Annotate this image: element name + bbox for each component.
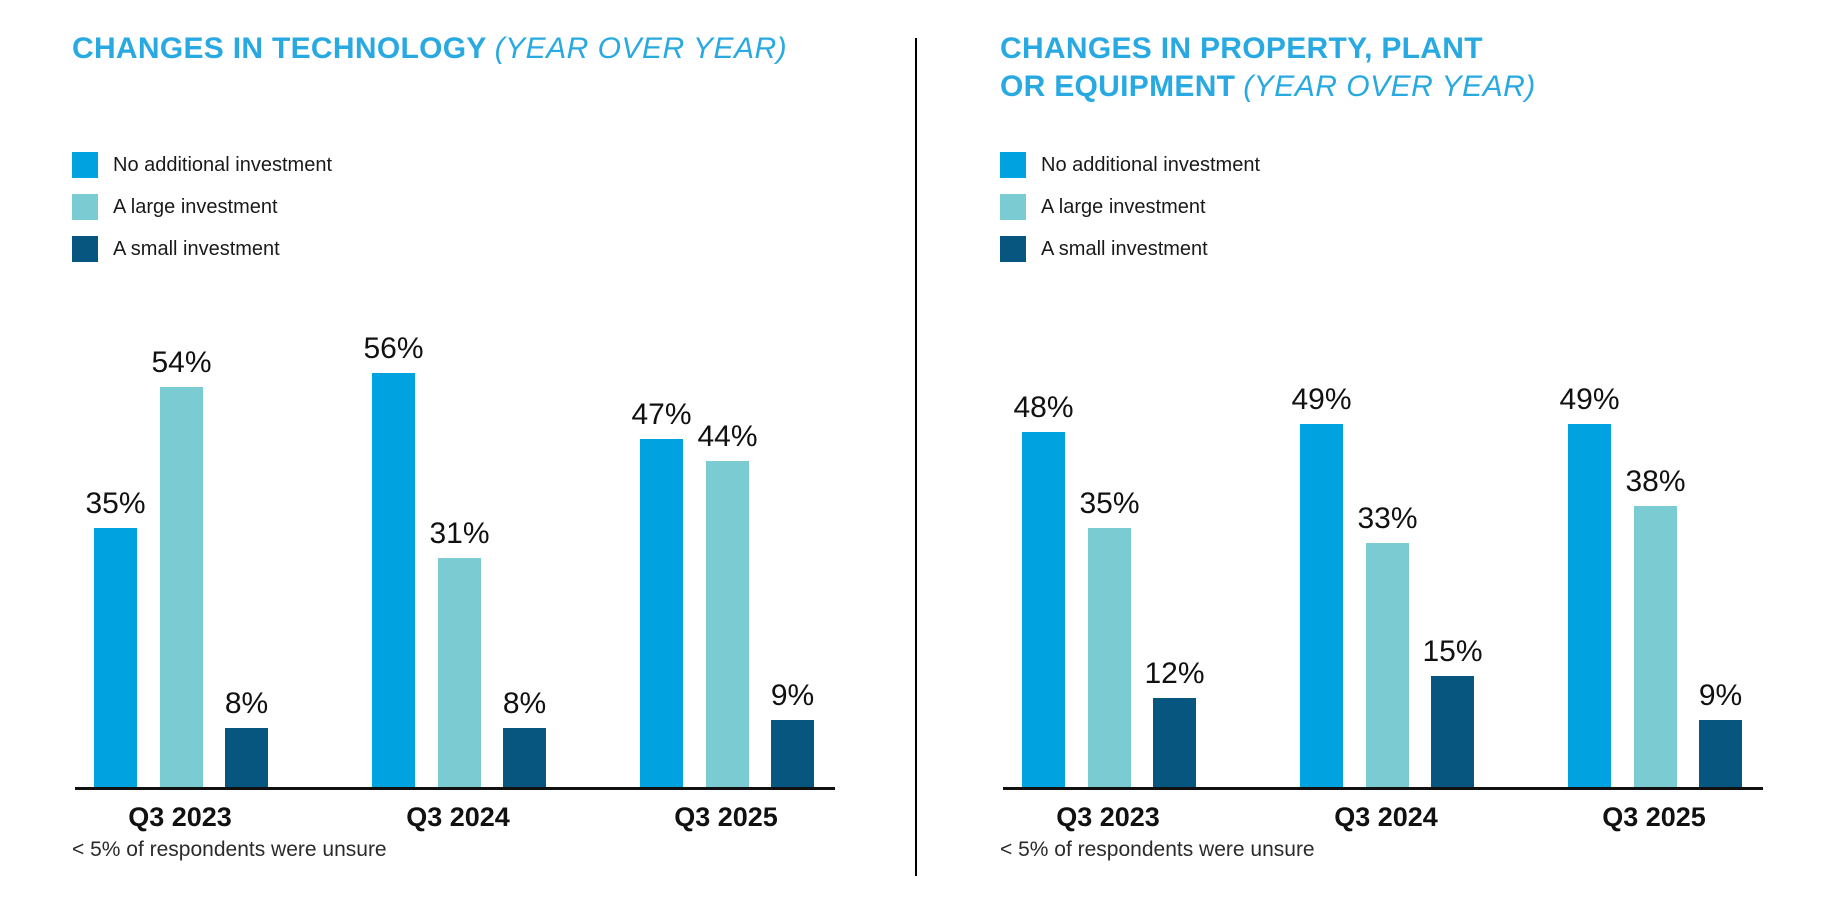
bar-value-label: 48% (1013, 391, 1074, 424)
bar-value-label: 49% (1291, 383, 1352, 416)
chart-footnote: < 5% of respondents were unsure (1000, 838, 1315, 861)
legend: No additional investment A large investm… (1000, 152, 1260, 278)
plot-area-property-plant-equipment: 48% 35% 12% 49% 33% 15% 49% 38% 9% (1000, 290, 1780, 790)
x-axis-line (1003, 787, 1763, 790)
x-tick-label: Q3 2024 (406, 802, 510, 832)
bar-q3-2025-a-small-investment (1699, 720, 1742, 787)
legend-label: A small investment (113, 237, 280, 260)
bar-value-label: 31% (429, 517, 490, 550)
bar-value-label: 49% (1559, 383, 1620, 416)
chart-title-property-plant-equipment: CHANGES IN PROPERTY, PLANT OR EQUIPMENT(… (1000, 30, 1800, 106)
bar-value-label: 8% (224, 687, 269, 720)
legend-item-large-investment: A large investment (72, 194, 332, 220)
bar-value-label: 33% (1357, 502, 1418, 535)
bar-q3-2024-a-small-investment (503, 728, 546, 787)
bar-value-label: 12% (1144, 657, 1205, 690)
chart-title-text: OR EQUIPMENT (1000, 70, 1236, 103)
legend-item-no-additional-investment: No additional investment (72, 152, 332, 178)
bar-value-label: 56% (363, 332, 424, 365)
chart-panel-property-plant-equipment: CHANGES IN PROPERTY, PLANT OR EQUIPMENT(… (1000, 30, 1800, 861)
bar-value-label: 9% (1698, 679, 1743, 712)
legend-swatch-blue (1000, 152, 1026, 178)
bar-q3-2023-a-large-investment (1088, 528, 1131, 787)
bar-value-label: 44% (697, 420, 758, 453)
bar-q3-2023-a-large-investment (160, 387, 203, 787)
bar-q3-2024-no-additional-investment (372, 373, 415, 787)
chart-title-qualifier: (YEAR OVER YEAR) (494, 32, 788, 65)
bar-q3-2024-a-small-investment (1431, 676, 1474, 787)
bar-value-label: 35% (85, 487, 146, 520)
bar-q3-2025-no-additional-investment (640, 439, 683, 787)
bar-q3-2025-a-large-investment (1634, 506, 1677, 787)
x-tick-label: Q3 2023 (1056, 802, 1160, 832)
bar-q3-2024-a-large-investment (1366, 543, 1409, 787)
bar-value-label: 54% (151, 346, 212, 379)
legend-label: No additional investment (113, 153, 333, 176)
legend-swatch-teal (72, 194, 98, 220)
chart-title-qualifier: (YEAR OVER YEAR) (1243, 70, 1536, 103)
legend-swatch-blue (72, 152, 98, 178)
legend-label: A large investment (113, 195, 278, 218)
bar-q3-2023-a-small-investment (225, 728, 268, 787)
plot-area-technology: 35% 54% 8% 56% 31% 8% 47% 44% 9% (72, 290, 852, 790)
chart-title-technology: CHANGES IN TECHNOLOGY (YEAR OVER YEAR) (72, 30, 872, 106)
legend-item-small-investment: A small investment (72, 236, 332, 262)
bar-q3-2023-no-additional-investment (1022, 432, 1065, 787)
legend-swatch-teal (1000, 194, 1026, 220)
bar-value-label: 47% (631, 398, 692, 431)
divider-line (915, 38, 917, 876)
chart-title-line: CHANGES IN TECHNOLOGY (YEAR OVER YEAR) (72, 30, 872, 68)
bar-value-label: 38% (1625, 465, 1686, 498)
chart-title-text: CHANGES IN PROPERTY, PLANT (1000, 32, 1483, 65)
bar-value-label: 9% (770, 679, 815, 712)
legend-swatch-navy (72, 236, 98, 262)
chart-title-line (72, 68, 872, 106)
x-tick-label: Q3 2023 (128, 802, 232, 832)
bar-q3-2023-no-additional-investment (94, 528, 137, 787)
chart-title-line: OR EQUIPMENT (YEAR OVER YEAR) (1000, 68, 1800, 106)
legend-item-large-investment: A large investment (1000, 194, 1260, 220)
chart-panel-technology: CHANGES IN TECHNOLOGY (YEAR OVER YEAR) No… (72, 30, 872, 861)
legend-label: A large investment (1041, 195, 1206, 218)
x-tick-label: Q3 2024 (1334, 802, 1438, 832)
bar-value-label: 15% (1422, 635, 1483, 668)
chart-footnote: < 5% of respondents were unsure (72, 838, 387, 861)
x-tick-label: Q3 2025 (1602, 802, 1706, 832)
bar-value-label: 8% (502, 687, 547, 720)
x-tick-label: Q3 2025 (674, 802, 778, 832)
legend-item-no-additional-investment: No additional investment (1000, 152, 1260, 178)
bar-value-label: 35% (1079, 487, 1140, 520)
bar-q3-2025-a-small-investment (771, 720, 814, 787)
legend-label: A small investment (1041, 237, 1208, 260)
bar-q3-2025-no-additional-investment (1568, 424, 1611, 787)
legend: No additional investment A large investm… (72, 152, 332, 278)
legend-item-small-investment: A small investment (1000, 236, 1260, 262)
legend-label: No additional investment (1041, 153, 1261, 176)
bar-q3-2024-no-additional-investment (1300, 424, 1343, 787)
bar-q3-2024-a-large-investment (438, 558, 481, 787)
x-axis-line (75, 787, 835, 790)
bar-q3-2025-a-large-investment (706, 461, 749, 787)
legend-swatch-navy (1000, 236, 1026, 262)
bar-q3-2023-a-small-investment (1153, 698, 1196, 787)
chart-title-text: CHANGES IN TECHNOLOGY (72, 32, 487, 65)
chart-title-line: CHANGES IN PROPERTY, PLANT (1000, 30, 1800, 68)
